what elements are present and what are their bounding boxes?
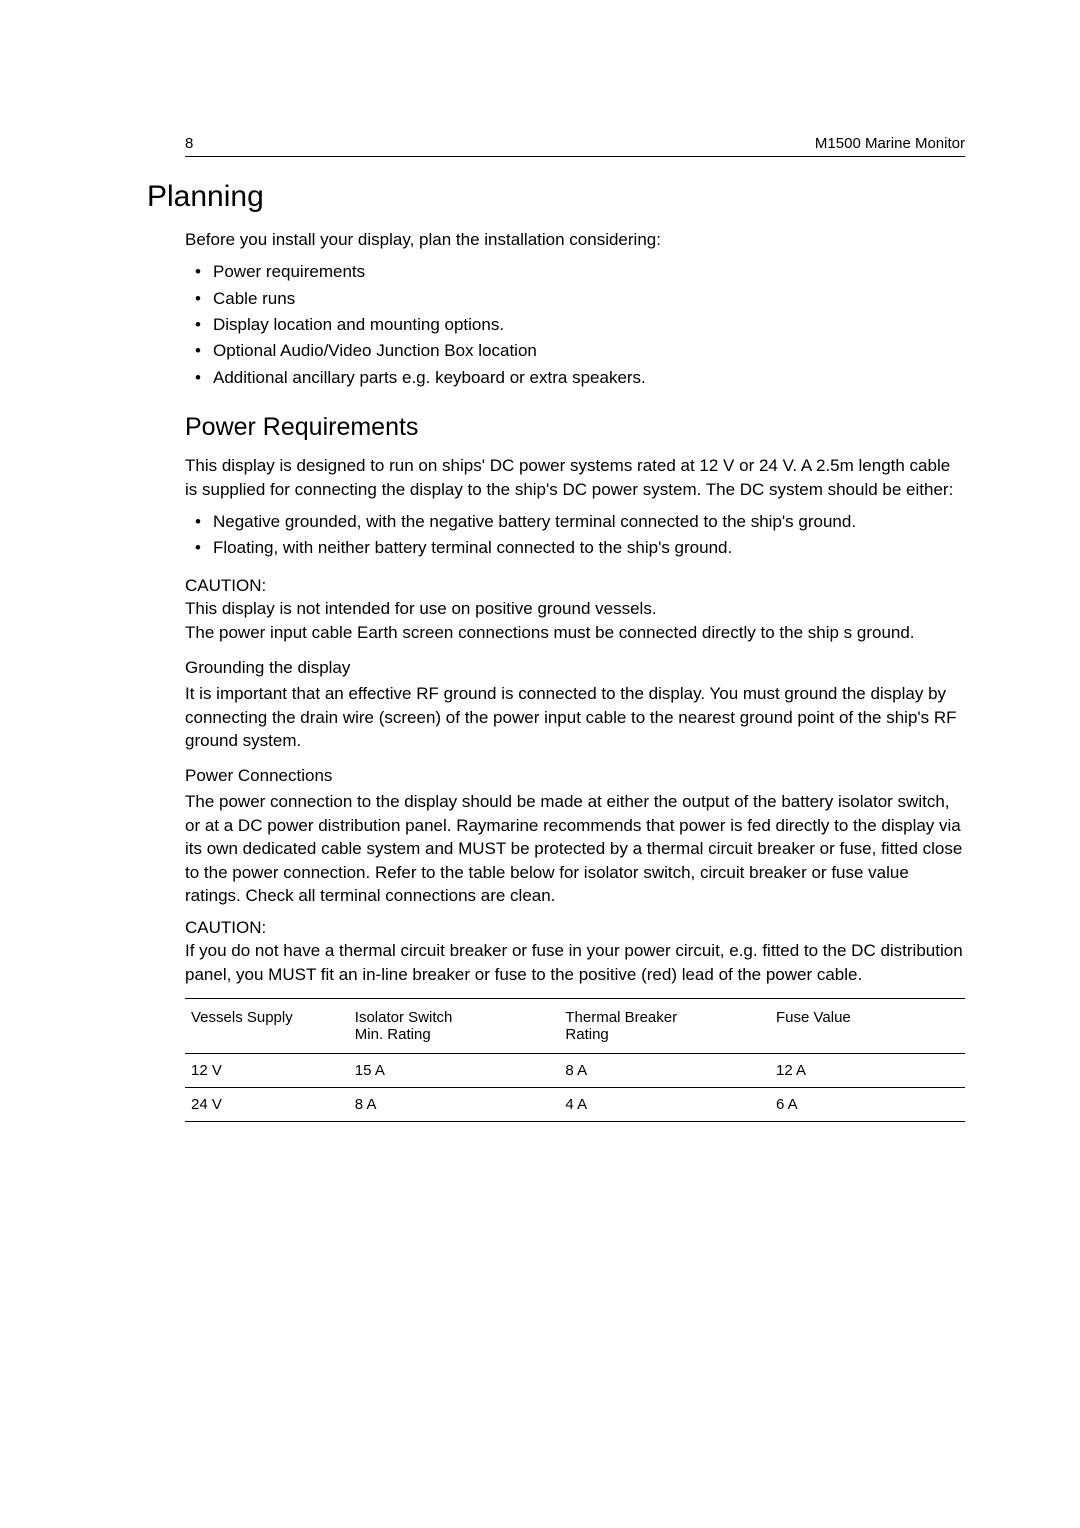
caution-label: CAUTION: bbox=[185, 918, 266, 937]
table-header-row: Vessels Supply Isolator Switch Min. Rati… bbox=[185, 999, 965, 1054]
list-item: Additional ancillary parts e.g. keyboard… bbox=[185, 365, 965, 391]
table-row: 12 V 15 A 8 A 12 A bbox=[185, 1054, 965, 1088]
table-cell: 8 A bbox=[349, 1088, 560, 1122]
header-text: Thermal Breaker bbox=[565, 1009, 677, 1026]
header-text: Rating bbox=[565, 1026, 608, 1043]
header-text: Min. Rating bbox=[355, 1026, 431, 1043]
list-item: Optional Audio/Video Junction Box locati… bbox=[185, 338, 965, 364]
table-cell: 8 A bbox=[559, 1054, 770, 1088]
power-req-para: This display is designed to run on ships… bbox=[185, 454, 965, 501]
section-intro: Before you install your display, plan th… bbox=[185, 228, 965, 251]
section-title: Planning bbox=[147, 180, 965, 214]
page-number: 8 bbox=[185, 135, 193, 152]
page-content: Planning Before you install your display… bbox=[185, 180, 965, 1122]
table-cell: 6 A bbox=[770, 1088, 965, 1122]
table-row: 24 V 8 A 4 A 6 A bbox=[185, 1088, 965, 1122]
table-header: Isolator Switch Min. Rating bbox=[349, 999, 560, 1054]
list-item: Cable runs bbox=[185, 286, 965, 312]
table-header: Thermal Breaker Rating bbox=[559, 999, 770, 1054]
page-header: 8 M1500 Marine Monitor bbox=[185, 135, 965, 157]
table-cell: 12 V bbox=[185, 1054, 349, 1088]
header-text: Vessels Supply bbox=[191, 1009, 293, 1026]
table-cell: 15 A bbox=[349, 1054, 560, 1088]
table-cell: 4 A bbox=[559, 1088, 770, 1122]
connections-title: Power Connections bbox=[185, 766, 965, 786]
power-req-list: Negative grounded, with the negative bat… bbox=[185, 509, 965, 562]
caution-block: CAUTION: If you do not have a thermal ci… bbox=[185, 916, 965, 986]
header-text: Fuse Value bbox=[776, 1009, 851, 1026]
list-item: Floating, with neither battery terminal … bbox=[185, 535, 965, 561]
list-item: Power requirements bbox=[185, 259, 965, 285]
connections-para: The power connection to the display shou… bbox=[185, 790, 965, 907]
ratings-table: Vessels Supply Isolator Switch Min. Rati… bbox=[185, 998, 965, 1122]
table-cell: 24 V bbox=[185, 1088, 349, 1122]
caution-block: CAUTION: This display is not intended fo… bbox=[185, 574, 965, 644]
power-req-title: Power Requirements bbox=[185, 413, 965, 442]
caution-label: CAUTION: bbox=[185, 576, 266, 595]
table-header: Fuse Value bbox=[770, 999, 965, 1054]
grounding-title: Grounding the display bbox=[185, 658, 965, 678]
grounding-para: It is important that an effective RF gro… bbox=[185, 682, 965, 752]
list-item: Negative grounded, with the negative bat… bbox=[185, 509, 965, 535]
planning-list: Power requirements Cable runs Display lo… bbox=[185, 259, 965, 391]
header-text: Isolator Switch bbox=[355, 1009, 453, 1026]
caution-text: This display is not intended for use on … bbox=[185, 599, 915, 641]
header-doc-title: M1500 Marine Monitor bbox=[815, 135, 965, 152]
list-item: Display location and mounting options. bbox=[185, 312, 965, 338]
table-cell: 12 A bbox=[770, 1054, 965, 1088]
table-header: Vessels Supply bbox=[185, 999, 349, 1054]
caution-text: If you do not have a thermal circuit bre… bbox=[185, 941, 963, 983]
